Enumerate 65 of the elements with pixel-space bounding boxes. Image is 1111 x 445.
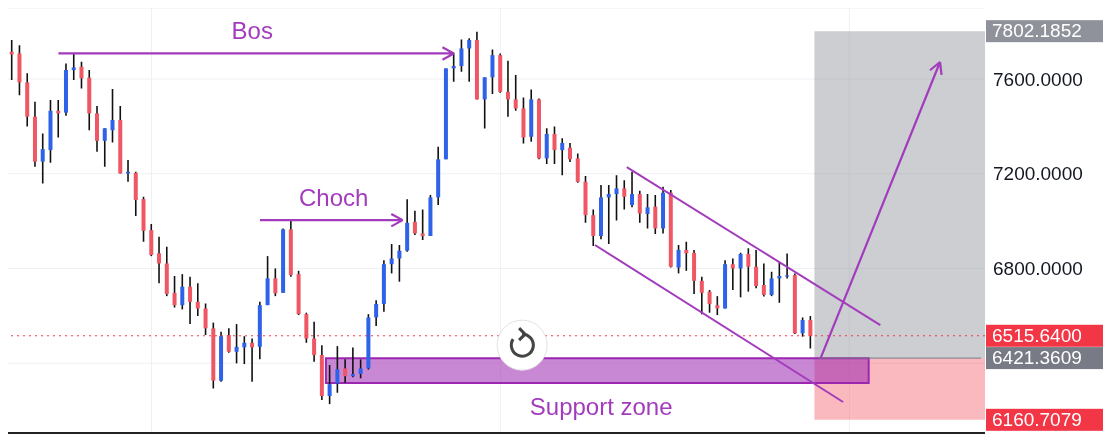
candlestick (653, 194, 658, 235)
candlestick (412, 209, 417, 236)
candlestick (699, 275, 704, 315)
candlestick (188, 275, 193, 325)
candlestick (738, 252, 743, 299)
candlestick (622, 179, 627, 211)
candlestick (560, 137, 565, 176)
candlestick (505, 60, 510, 118)
candlestick (467, 37, 472, 83)
ref-line-label: 6421.3609 (992, 347, 1082, 369)
candlestick (482, 76, 487, 130)
candlestick (746, 247, 751, 293)
candlestick (575, 152, 580, 184)
candlestick (203, 302, 208, 336)
candlestick (606, 184, 611, 245)
candlestick (591, 208, 596, 247)
ref-line-label: 6515.6400 (992, 324, 1082, 346)
candlestick (567, 142, 572, 163)
candlestick (172, 275, 177, 309)
candlestick (40, 132, 45, 185)
candlestick (754, 249, 759, 290)
annotation: Choch (298, 184, 369, 212)
candlestick (676, 244, 681, 275)
candlestick (226, 327, 231, 354)
band-label: 7802.1852 (992, 20, 1082, 42)
candlestick (707, 289, 712, 314)
candlestick (730, 257, 735, 291)
annotation: Bos (231, 17, 273, 45)
candlestick (800, 316, 805, 338)
y-tick-label: 7600.0000 (993, 68, 1083, 90)
candlestick (397, 244, 402, 283)
candlestick (637, 189, 642, 224)
candlestick (684, 240, 689, 272)
candlestick (273, 267, 278, 297)
candlestick (343, 358, 348, 384)
candlestick (614, 174, 619, 222)
candlestick (785, 252, 790, 280)
candlestick (79, 60, 84, 90)
candlestick (126, 159, 131, 183)
candlestick (102, 127, 107, 168)
candlestick (327, 364, 332, 405)
band-label: 6160.7079 (992, 408, 1082, 430)
candlestick (808, 315, 813, 350)
candlestick (490, 48, 495, 95)
y-tick-label: 6800.0000 (993, 258, 1083, 280)
candlestick (761, 262, 766, 298)
candlestick (180, 273, 185, 311)
y-tick-label: 7200.0000 (993, 163, 1083, 185)
candlestick (157, 235, 162, 285)
candlestick (513, 74, 518, 112)
candlestick (645, 193, 650, 230)
candlestick (312, 320, 317, 363)
band-label: Support zone (529, 393, 673, 421)
candlestick (374, 299, 379, 327)
candlestick (420, 208, 425, 241)
candlestick (71, 52, 76, 81)
candlestick (358, 358, 363, 380)
candlestick (552, 125, 557, 165)
candlestick (630, 171, 635, 209)
candlestick (234, 323, 239, 365)
candlestick (715, 295, 720, 316)
candlestick (335, 345, 340, 394)
candlestick (110, 88, 115, 144)
candlestick (459, 38, 464, 73)
candlestick (769, 270, 774, 297)
